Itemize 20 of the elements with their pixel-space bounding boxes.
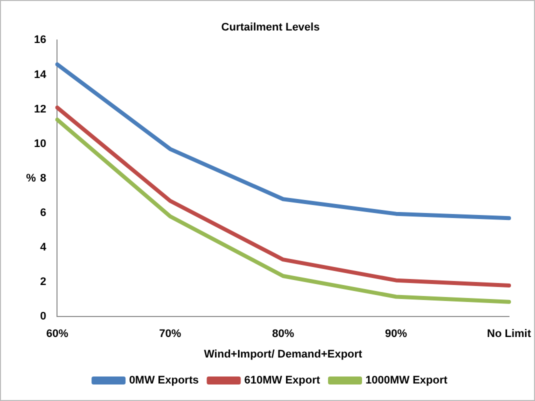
- x-axis-title: Wind+Import/ Demand+Export: [204, 348, 363, 360]
- y-tick-label: 6: [40, 206, 46, 219]
- x-tick-label: 80%: [272, 328, 294, 340]
- y-tick-label: 8: [40, 172, 46, 184]
- y-tick-label: 0: [40, 310, 46, 323]
- y-tick-label: 10: [34, 138, 46, 150]
- x-tick-label: 60%: [46, 328, 68, 340]
- legend-label: 0MW Exports: [129, 374, 199, 387]
- x-tick-label: No Limit: [487, 328, 532, 340]
- legend-label: 610MW Export: [244, 374, 320, 387]
- chart-title: Curtailment Levels: [221, 22, 320, 34]
- y-tick-label: 14: [34, 68, 48, 81]
- x-tick-label: 90%: [385, 328, 408, 340]
- legend-label: 1000MW Export: [366, 374, 448, 387]
- y-tick-label: 12: [34, 103, 46, 116]
- y-tick-label: 2: [40, 276, 46, 288]
- y-tick-label: 16: [34, 34, 46, 46]
- y-tick-label: 4: [40, 242, 48, 254]
- y-axis-title: %: [26, 172, 36, 184]
- x-tick-label: 70%: [159, 328, 182, 340]
